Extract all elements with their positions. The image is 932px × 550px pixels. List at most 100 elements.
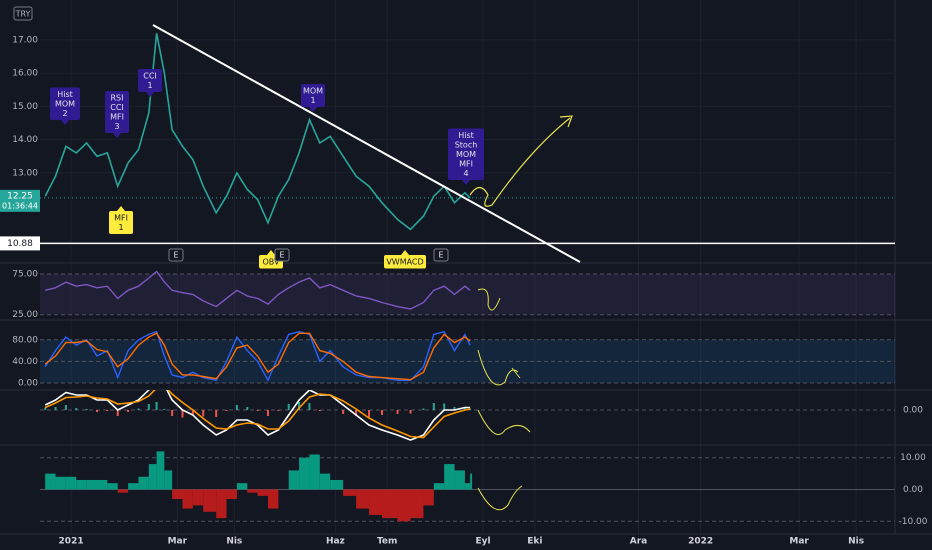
histogram-bar xyxy=(127,410,130,412)
area-bar xyxy=(423,489,434,506)
currency-badge xyxy=(13,6,33,21)
area-bar xyxy=(454,470,465,490)
area-bar xyxy=(192,489,204,506)
y-tick-label: 0.00 xyxy=(903,485,923,495)
annotation-box xyxy=(384,255,426,269)
area-bar xyxy=(182,489,193,509)
annotation-box xyxy=(168,248,184,262)
annotation-text: Stoch xyxy=(455,140,478,149)
area-bar xyxy=(319,473,331,490)
histogram-bar xyxy=(85,409,88,410)
histogram-bar xyxy=(355,410,358,416)
histogram-bar xyxy=(277,410,280,411)
series-line xyxy=(44,390,471,441)
histogram-bar xyxy=(453,407,456,410)
annotation-text: 1 xyxy=(310,96,315,105)
annotation-box xyxy=(448,128,484,180)
area-bar xyxy=(65,476,77,490)
annotation-text: 4 xyxy=(463,169,468,178)
area-bar xyxy=(444,464,455,490)
annotation: E xyxy=(274,248,290,262)
y-tick-label: 17.00 xyxy=(12,35,38,45)
histogram-bar xyxy=(44,407,47,410)
histogram-bar xyxy=(287,404,290,410)
annotation: E xyxy=(168,248,184,262)
area-bar xyxy=(45,473,56,490)
histogram-bar xyxy=(422,408,425,410)
countdown: 01:36:44 xyxy=(2,201,38,210)
histogram-bar xyxy=(318,410,321,411)
annotation-box xyxy=(138,69,162,92)
y-tick-label: 0.00 xyxy=(18,378,38,388)
histogram-bar xyxy=(342,410,345,414)
histogram-bar xyxy=(191,410,194,415)
series-line xyxy=(44,332,471,381)
x-tick-label: Mar xyxy=(789,537,809,547)
histogram-bar xyxy=(235,405,238,410)
annotation-text: CCI xyxy=(143,71,157,80)
histogram-bar xyxy=(432,403,435,410)
indicator-band xyxy=(40,273,895,315)
annotation-text: MOM xyxy=(303,86,323,95)
annotation-text: OBV xyxy=(262,257,280,266)
area-bar xyxy=(76,479,87,490)
annotation-text: Hist xyxy=(458,131,474,140)
annotation-text: E xyxy=(279,251,284,260)
x-tick-label: Tem xyxy=(377,537,397,547)
histogram-bar xyxy=(463,407,466,410)
annotation-text: E xyxy=(173,251,178,260)
annotation-pointer xyxy=(309,107,317,112)
area-bar xyxy=(203,489,217,512)
area-bar xyxy=(55,476,66,490)
area-bar xyxy=(107,483,118,490)
y-tick-label: 13.00 xyxy=(12,168,38,178)
y-tick-label: 40.00 xyxy=(12,357,38,367)
area-bar xyxy=(257,489,268,496)
area-bar xyxy=(97,479,108,490)
area-bar xyxy=(309,454,320,490)
annotation-text: 3 xyxy=(114,122,119,131)
area-bar xyxy=(330,479,344,490)
histogram-bar xyxy=(215,410,218,417)
macd-plot xyxy=(44,390,472,441)
support-label: 10.88 xyxy=(7,239,33,249)
histogram-bar xyxy=(298,402,301,410)
area-bar xyxy=(382,489,398,519)
histogram-bar xyxy=(106,410,109,411)
area-bar xyxy=(236,483,248,490)
annotation-pointer xyxy=(113,133,121,138)
y-tick-label: 16.00 xyxy=(12,69,38,79)
y-tick-label: 14.00 xyxy=(12,135,38,145)
annotation: E xyxy=(433,248,449,262)
area-bar xyxy=(470,473,473,490)
histogram-bar xyxy=(256,410,259,411)
annotation-text: MFI xyxy=(110,112,124,121)
series-line xyxy=(44,33,471,231)
annotation-text: MFI xyxy=(114,213,128,222)
area-bar xyxy=(216,489,227,519)
area-bar xyxy=(148,464,157,490)
annotation-text: 1 xyxy=(118,223,123,232)
annotation-pointer xyxy=(267,250,275,255)
area-bar xyxy=(86,479,97,490)
area-bar xyxy=(410,489,424,519)
area-bar xyxy=(369,489,382,515)
histogram-bar xyxy=(308,403,311,410)
area-bar xyxy=(117,489,129,493)
histogram-bar xyxy=(409,410,412,414)
area-bar xyxy=(128,483,139,490)
annotation-box xyxy=(274,248,290,262)
histogram-bar xyxy=(396,410,399,414)
histogram-bar xyxy=(246,407,249,410)
x-tick-label: Eki xyxy=(527,537,542,547)
area-bar xyxy=(433,483,445,490)
area-bar xyxy=(299,457,310,490)
series-line xyxy=(45,270,471,310)
annotation-box xyxy=(433,248,449,262)
x-tick-label: Nis xyxy=(848,537,864,547)
y-tick-label: 25.00 xyxy=(12,310,38,320)
annotation-pointer xyxy=(401,250,409,255)
histogram-bar xyxy=(225,410,228,411)
